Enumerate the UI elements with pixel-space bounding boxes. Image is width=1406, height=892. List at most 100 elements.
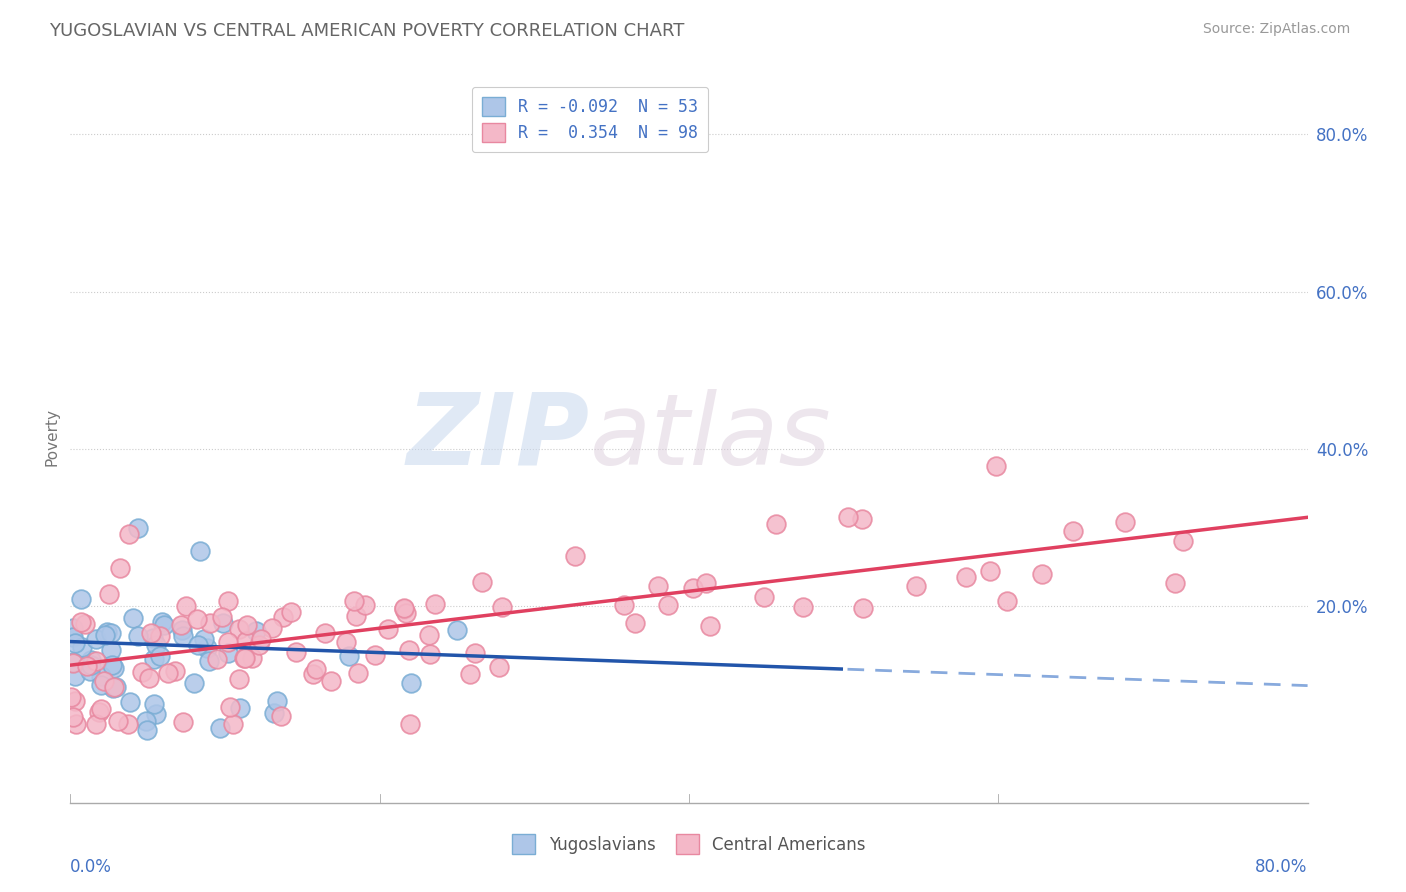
Point [211, 610, 233, 624]
Point [284, 645, 307, 659]
Point [792, 599, 814, 614]
Point [118, 527, 141, 541]
Point [200, 615, 222, 630]
Point [70, 640, 93, 655]
Point [103, 681, 125, 695]
Point [86, 717, 108, 731]
Point [245, 624, 267, 638]
Point [423, 597, 446, 611]
Point [699, 618, 721, 632]
Text: Source: ZipAtlas.com: Source: ZipAtlas.com [1202, 22, 1350, 37]
Point [170, 618, 193, 632]
Point [163, 664, 186, 678]
Point [905, 579, 928, 593]
Point [347, 665, 370, 680]
Point [270, 708, 292, 723]
Point [395, 606, 418, 620]
Point [458, 666, 481, 681]
Point [84, 654, 107, 668]
Point [377, 623, 399, 637]
Point [117, 717, 139, 731]
Point [240, 650, 263, 665]
Point [103, 661, 125, 675]
Point [249, 632, 271, 646]
Point [984, 458, 1007, 473]
Point [186, 612, 208, 626]
Point [127, 520, 149, 534]
Point [1062, 524, 1084, 538]
Point [152, 618, 174, 632]
Point [104, 680, 127, 694]
Point [62, 621, 84, 635]
Point [65, 717, 87, 731]
Point [392, 601, 415, 615]
Point [207, 652, 229, 666]
Point [419, 647, 441, 661]
Point [143, 651, 166, 665]
Point [62, 710, 84, 724]
Point [138, 671, 160, 685]
Legend: Yugoslavians, Central Americans: Yugoslavians, Central Americans [506, 828, 872, 860]
Point [647, 579, 669, 593]
Point [399, 717, 422, 731]
Point [852, 601, 875, 615]
Point [624, 615, 647, 630]
Point [682, 582, 704, 596]
Point [979, 564, 1001, 578]
Point [235, 633, 257, 648]
Point [62, 656, 84, 670]
Point [145, 638, 167, 652]
Point [107, 714, 129, 729]
Point [156, 665, 179, 680]
Point [364, 648, 387, 662]
Point [100, 626, 122, 640]
Point [851, 512, 873, 526]
Point [80, 657, 103, 672]
Point [211, 615, 233, 630]
Point [62, 630, 84, 644]
Point [344, 609, 367, 624]
Point [280, 605, 302, 619]
Point [172, 623, 194, 637]
Point [89, 705, 111, 719]
Point [188, 544, 211, 558]
Point [183, 676, 205, 690]
Point [837, 509, 859, 524]
Point [62, 656, 84, 670]
Point [142, 631, 165, 645]
Point [90, 678, 112, 692]
Point [343, 594, 366, 608]
Point [235, 617, 257, 632]
Point [70, 591, 93, 606]
Point [418, 628, 440, 642]
Point [302, 666, 325, 681]
Point [321, 674, 343, 689]
Point [63, 693, 86, 707]
Point [120, 695, 142, 709]
Point [63, 635, 86, 649]
Point [488, 660, 510, 674]
Text: 80.0%: 80.0% [1256, 858, 1308, 876]
Point [613, 599, 636, 613]
Point [127, 629, 149, 643]
Point [217, 635, 239, 649]
Point [84, 632, 107, 647]
Point [471, 574, 494, 589]
Text: atlas: atlas [591, 389, 831, 485]
Point [135, 714, 157, 729]
Point [752, 590, 775, 604]
Point [143, 697, 166, 711]
Point [491, 599, 513, 614]
Point [657, 598, 679, 612]
Point [217, 594, 239, 608]
Point [101, 657, 124, 672]
Point [80, 653, 103, 667]
Point [90, 669, 112, 683]
Point [148, 649, 170, 664]
Point [335, 635, 357, 649]
Point [1114, 515, 1136, 529]
Point [193, 632, 215, 646]
Point [150, 615, 173, 629]
Point [398, 643, 420, 657]
Point [100, 642, 122, 657]
